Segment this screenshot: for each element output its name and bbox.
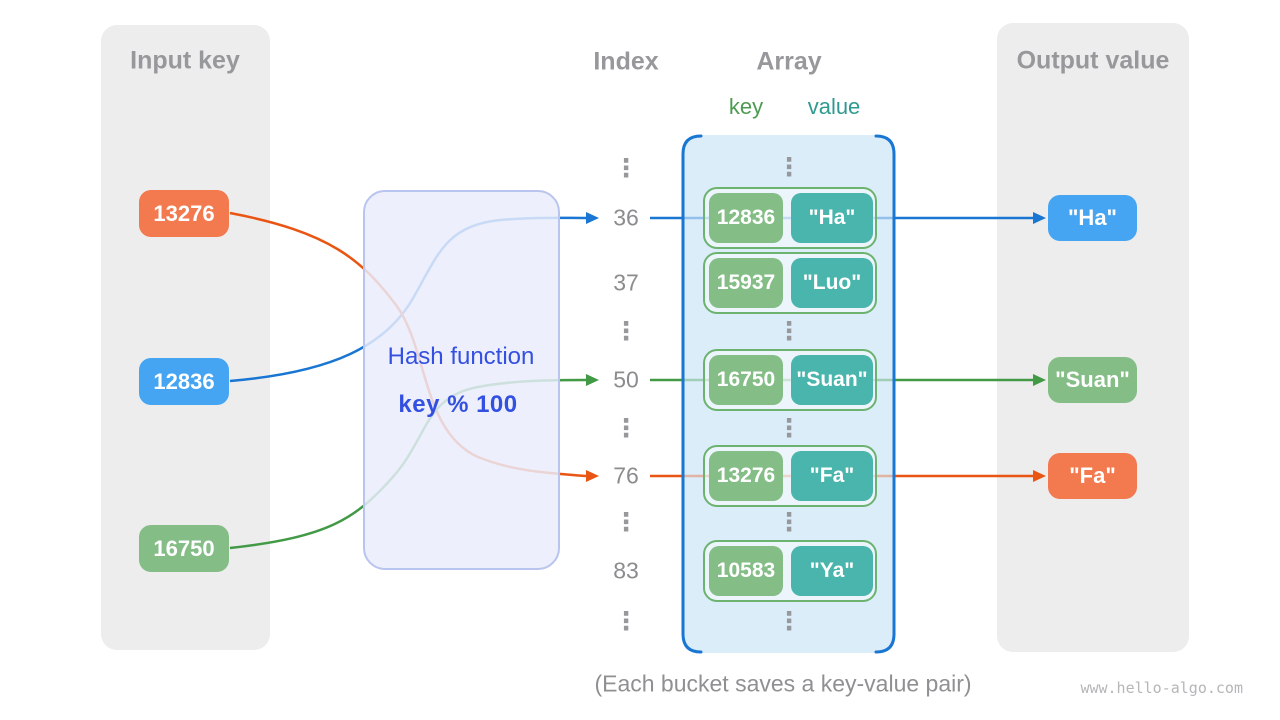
- arrowhead-orange-output: [1033, 470, 1046, 482]
- output-panel-title: Output value: [1016, 46, 1170, 75]
- bucket-row-36: 12836 "Ha": [703, 187, 877, 249]
- bucket-value: "Ya": [791, 546, 873, 596]
- output-value-suan: "Suan": [1048, 357, 1137, 403]
- array-key-header: key: [728, 94, 764, 119]
- index-36: 36: [613, 204, 639, 231]
- array-ellipsis: ⋮: [776, 507, 802, 537]
- index-ellipsis: ⋮: [613, 606, 639, 636]
- bucket-row-50: 16750 "Suan": [703, 349, 877, 411]
- index-83: 83: [613, 557, 639, 584]
- output-value-fa: "Fa": [1048, 453, 1137, 499]
- bucket-key: 16750: [709, 355, 783, 405]
- arrowhead-green-output: [1033, 374, 1046, 386]
- output-panel: [997, 23, 1189, 652]
- index-50: 50: [613, 366, 639, 393]
- input-key-13276: 13276: [139, 190, 229, 237]
- bucket-key: 10583: [709, 546, 783, 596]
- arrowhead-orange-index: [586, 470, 599, 482]
- array-ellipsis: ⋮: [776, 606, 802, 636]
- bucket-row-37: 15937 "Luo": [703, 252, 877, 314]
- index-ellipsis: ⋮: [613, 413, 639, 443]
- array-left-bracket: [681, 134, 703, 654]
- input-panel-title: Input key: [130, 46, 240, 75]
- bucket-key: 12836: [709, 193, 783, 243]
- bucket-key: 15937: [709, 258, 783, 308]
- array-ellipsis: ⋮: [776, 413, 802, 443]
- hash-function-label: Hash function: [387, 343, 535, 370]
- index-ellipsis: ⋮: [613, 507, 639, 537]
- bucket-key: 13276: [709, 451, 783, 501]
- bucket-value: "Suan": [791, 355, 873, 405]
- bucket-value: "Ha": [791, 193, 873, 243]
- arrowhead-blue-index: [586, 212, 599, 224]
- index-ellipsis: ⋮: [613, 153, 639, 183]
- array-title: Array: [756, 47, 822, 76]
- bucket-value: "Fa": [791, 451, 873, 501]
- bucket-row-83: 10583 "Ya": [703, 540, 877, 602]
- input-key-16750: 16750: [139, 525, 229, 572]
- bucket-value: "Luo": [791, 258, 873, 308]
- watermark: www.hello-algo.com: [1080, 679, 1243, 697]
- arrowhead-blue-output: [1033, 212, 1046, 224]
- diagram-caption: (Each bucket saves a key-value pair): [594, 670, 972, 697]
- index-76: 76: [613, 462, 639, 489]
- index-ellipsis: ⋮: [613, 316, 639, 346]
- hash-function-box: [363, 190, 560, 570]
- input-key-12836: 12836: [139, 358, 229, 405]
- array-ellipsis: ⋮: [776, 316, 802, 346]
- array-value-header: value: [807, 94, 861, 119]
- output-value-ha: "Ha": [1048, 195, 1137, 241]
- index-37: 37: [613, 269, 639, 296]
- bucket-row-76: 13276 "Fa": [703, 445, 877, 507]
- array-right-bracket: [874, 134, 896, 654]
- arrowhead-green-index: [586, 374, 599, 386]
- index-column-title: Index: [593, 47, 659, 76]
- array-ellipsis: ⋮: [776, 152, 802, 182]
- hash-function-formula: key % 100: [398, 391, 518, 418]
